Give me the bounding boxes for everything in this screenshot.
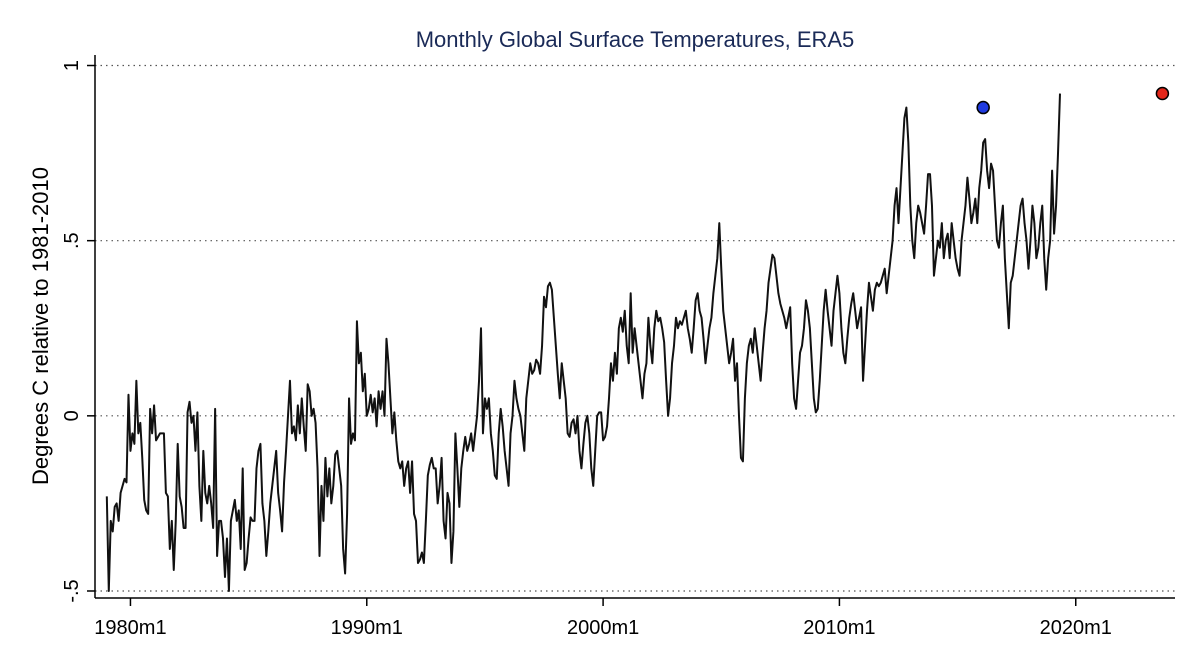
x-tick-label-3: 2010m1 [803,617,875,639]
x-ticks: 1980m1 1990m1 2000m1 2010m1 2020m1 [94,598,1112,639]
y-axis-label: Degrees C relative to 1981-2010 [28,167,53,485]
highlight-marker-0 [976,100,990,115]
y-tick-label-1: 0 [61,410,83,421]
x-tick-label-1: 1990m1 [331,617,403,639]
highlight-markers [976,86,1170,115]
y-ticks: -.5 0 .5 1 [61,60,95,603]
y-tick-label-3: 1 [61,60,83,71]
gridlines [95,64,1175,592]
x-tick-label-2: 2000m1 [567,617,639,639]
y-tick-label-0: -.5 [61,579,83,602]
highlight-marker-1 [1155,86,1170,101]
y-tick-label-2: .5 [61,232,83,249]
x-tick-label-4: 2020m1 [1040,617,1112,639]
chart-title: Monthly Global Surface Temperatures, ERA… [416,27,855,52]
series-group [105,93,1061,592]
series-line-0 [105,93,1061,592]
x-tick-label-0: 1980m1 [94,617,166,639]
